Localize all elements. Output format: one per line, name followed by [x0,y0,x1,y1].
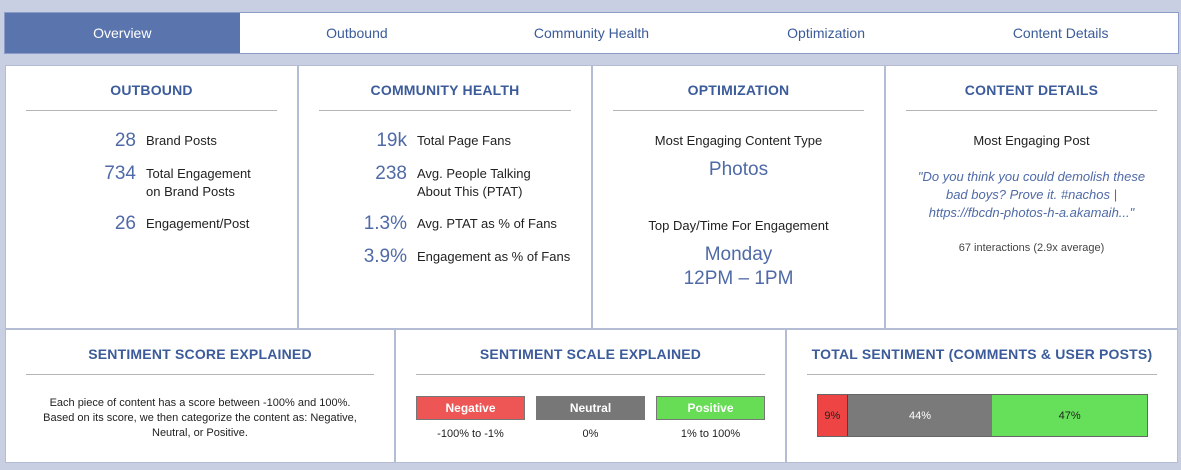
sentiment-bar: 9% 44% 47% [817,394,1148,437]
sentiment-segment-positive: 47% [992,395,1147,436]
engaging-post-quote[interactable]: "Do you think you could demolish these b… [917,169,1146,220]
sentiment-scale-panel: SENTIMENT SCALE EXPLAINED Negative -100%… [395,329,786,463]
optimization-panel: OPTIMIZATION Most Engaging Content Type … [592,65,885,329]
engagement-pct-label: Engagement as % of Fans [417,249,571,264]
community-stats: 19k Total Page Fans 238 Avg. People Talk… [299,131,591,280]
content-type-block: Most Engaging Content Type Photos [593,133,884,182]
engaging-post-block: Most Engaging Post "Do you think you cou… [886,133,1177,254]
sentiment-score-panel: SENTIMENT SCORE EXPLAINED Each piece of … [5,329,395,463]
daytime-block: Top Day/Time For Engagement Monday 12PM … [593,218,884,291]
ptat-pct-value: 1.3% [363,213,407,234]
tab-content-details[interactable]: Content Details [1012,25,1109,41]
stat-row: 734 Total Engagement on Brand Posts [6,164,297,201]
positive-box: Positive [656,396,765,420]
outbound-title: OUTBOUND [26,82,277,111]
community-health-title: COMMUNITY HEALTH [319,82,571,111]
sentiment-scale: Negative -100% to -1% Neutral 0% Positiv… [416,396,765,440]
ptat-label: Avg. People Talking About This (PTAT) [417,166,531,199]
sentiment-score-text: Each piece of content has a score betwee… [43,397,357,439]
content-type-label: Most Engaging Content Type [654,133,823,148]
page-fans-value: 19k [376,130,407,151]
scale-neutral: Neutral 0% [536,396,645,440]
stat-row: 238 Avg. People Talking About This (PTAT… [299,164,591,201]
content-type-value: Photos [708,159,769,180]
content-details-title: CONTENT DETAILS [906,82,1157,111]
tab-outbound[interactable]: Outbound [326,25,388,41]
total-engagement-value: 734 [104,163,136,184]
engagement-per-post-value: 26 [114,213,136,234]
stat-row: 19k Total Page Fans [299,131,591,151]
engaging-post-label: Most Engaging Post [973,133,1090,148]
outbound-stats: 28 Brand Posts 734 Total Engagement on B… [6,131,297,247]
total-engagement-label: Total Engagement on Brand Posts [146,166,251,199]
positive-range: 1% to 100% [680,428,741,440]
total-sentiment-title: TOTAL SENTIMENT (COMMENTS & USER POSTS) [807,346,1157,375]
neutral-range: 0% [582,428,599,440]
engagement-per-post-label: Engagement/Post [146,216,250,231]
sentiment-segment-negative: 9% [818,395,848,436]
optimization-title: OPTIMIZATION [613,82,864,111]
stat-row: 3.9% Engagement as % of Fans [299,247,591,267]
brand-posts-value: 28 [114,130,136,151]
content-details-panel: CONTENT DETAILS Most Engaging Post "Do y… [885,65,1178,329]
stat-row: 28 Brand Posts [6,131,297,151]
stat-row: 1.3% Avg. PTAT as % of Fans [299,214,591,234]
daytime-label: Top Day/Time For Engagement [648,218,829,233]
community-health-panel: COMMUNITY HEALTH 19k Total Page Fans 238… [298,65,592,329]
page-fans-label: Total Page Fans [417,133,511,148]
tab-bar: Overview Outbound Community Health Optim… [4,12,1179,54]
brand-posts-label: Brand Posts [146,133,217,148]
engagement-pct-value: 3.9% [363,246,407,267]
outbound-panel: OUTBOUND 28 Brand Posts 734 Total Engage… [5,65,298,329]
tab-community-health[interactable]: Community Health [533,25,650,41]
day-value: Monday [704,244,773,265]
tab-optimization[interactable]: Optimization [787,25,865,41]
negative-box: Negative [416,396,525,420]
time-value: 12PM – 1PM [683,268,794,289]
scale-positive: Positive 1% to 100% [656,396,765,440]
ptat-value: 238 [375,163,407,184]
negative-range: -100% to -1% [437,428,504,440]
total-sentiment-panel: TOTAL SENTIMENT (COMMENTS & USER POSTS) … [786,329,1178,463]
ptat-pct-label: Avg. PTAT as % of Fans [417,216,557,231]
interactions-count: 67 interactions (2.9x average) [958,242,1105,254]
sentiment-segment-neutral: 44% [847,395,993,436]
neutral-box: Neutral [536,396,645,420]
tab-overview[interactable]: Overview [5,13,240,53]
sentiment-score-title: SENTIMENT SCORE EXPLAINED [26,346,374,375]
scale-negative: Negative -100% to -1% [416,396,525,440]
stat-row: 26 Engagement/Post [6,214,297,234]
sentiment-scale-title: SENTIMENT SCALE EXPLAINED [416,346,765,375]
